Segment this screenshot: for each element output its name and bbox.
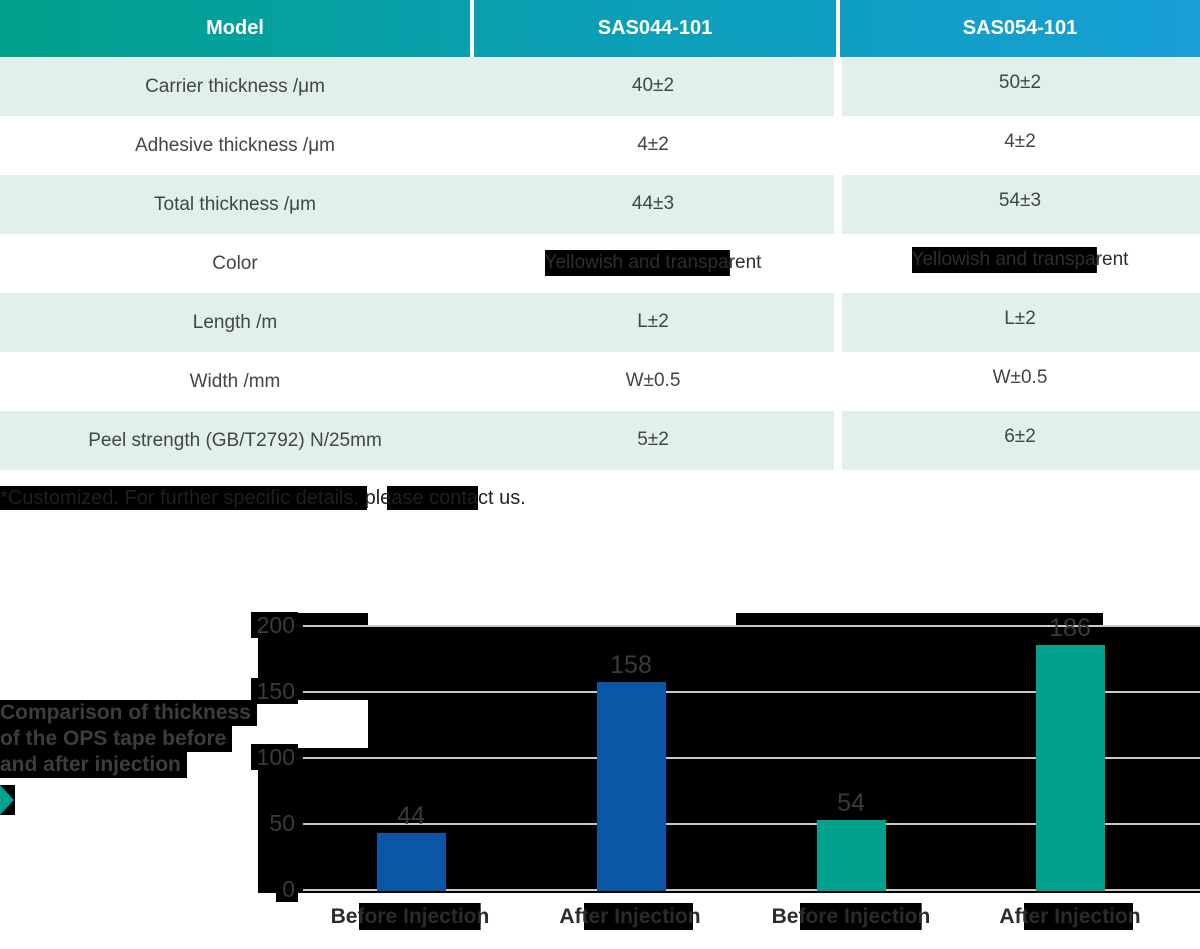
gridline-200 bbox=[303, 625, 1200, 627]
play-arrow-icon bbox=[0, 785, 15, 815]
column-gap bbox=[834, 175, 842, 234]
bar bbox=[596, 682, 666, 891]
y-axis-tick: 50 bbox=[263, 810, 298, 836]
bar bbox=[1035, 645, 1105, 891]
gridline-100 bbox=[303, 757, 1200, 759]
bar bbox=[376, 833, 446, 891]
y-axis-tick: 200 bbox=[250, 612, 298, 638]
table-row-color: Color Yellowish and transparent Yellowis… bbox=[0, 234, 1200, 293]
redacted-text: Yellowish and transparent bbox=[911, 246, 1129, 273]
row-label: Width /mm bbox=[189, 370, 281, 392]
table-row-peel-strength: Peel strength (GB/T2792) N/25mm 5±2 6±2 bbox=[0, 411, 1200, 470]
spec-table: Model SAS044-101 SAS054-101 Carrier thic… bbox=[0, 0, 1200, 470]
col-header-sas044: SAS044-101 bbox=[474, 0, 836, 57]
gridline-0 bbox=[303, 889, 1200, 891]
x-axis-label: After Injection bbox=[999, 903, 1141, 930]
table-row-length: Length /m L±2 L±2 bbox=[0, 293, 1200, 352]
column-separator bbox=[836, 0, 840, 57]
column-gap bbox=[834, 293, 842, 352]
row-label: Length /m bbox=[192, 311, 278, 333]
chart-title-line: and after injection bbox=[0, 752, 187, 778]
table-header-row: Model SAS044-101 SAS054-101 bbox=[0, 0, 1200, 57]
chart-title: Comparison of thickness of the OPS tape … bbox=[0, 700, 257, 778]
bar-after-injection-sas044: 158 bbox=[556, 652, 706, 891]
gridline-150 bbox=[303, 691, 1200, 693]
y-axis-tick: 150 bbox=[250, 678, 298, 704]
column-gap bbox=[834, 116, 842, 175]
chart-title-line: Comparison of thickness bbox=[0, 700, 257, 726]
x-axis-label: Before Injection bbox=[771, 903, 931, 930]
cell-sas054: 6±2 bbox=[1004, 425, 1036, 447]
bar-value-label: 54 bbox=[837, 789, 865, 817]
row-label: Carrier thickness /μm bbox=[145, 75, 325, 97]
y-axis-tick: 100 bbox=[250, 744, 298, 770]
cell-sas054: W±0.5 bbox=[992, 366, 1048, 388]
background-cutout bbox=[368, 613, 736, 625]
cell-sas054: L±2 bbox=[1004, 307, 1036, 329]
bar-before-injection-sas054: 54 bbox=[776, 790, 926, 891]
bar bbox=[816, 820, 886, 891]
table-row-adhesive-thickness: Adhesive thickness /μm 4±2 4±2 bbox=[0, 116, 1200, 175]
col-header-model-label: Model bbox=[206, 17, 264, 39]
thickness-comparison-chart: 200 150 100 50 0 44 158 54 186 Before In… bbox=[0, 600, 1200, 949]
cell-sas044: 40±2 bbox=[631, 74, 675, 96]
chart-title-line: of the OPS tape before bbox=[0, 726, 233, 752]
cell-sas054: 54±3 bbox=[998, 189, 1042, 211]
cell-sas044: 4±2 bbox=[637, 133, 669, 155]
cell-sas054: 4±2 bbox=[1004, 130, 1036, 152]
bar-value-label: 186 bbox=[1049, 614, 1091, 642]
table-row-total-thickness: Total thickness /μm 44±3 54±3 bbox=[0, 175, 1200, 234]
column-gap bbox=[834, 411, 842, 470]
bar-value-label: 44 bbox=[397, 802, 425, 830]
cell-sas044: L±2 bbox=[637, 310, 669, 332]
bar-after-injection-sas054: 186 bbox=[995, 615, 1145, 891]
row-label: Color bbox=[212, 252, 258, 274]
x-axis-label: After Injection bbox=[559, 903, 701, 930]
col-header-model: Model bbox=[0, 0, 470, 57]
bar-value-label: 158 bbox=[610, 651, 652, 679]
row-label: Peel strength (GB/T2792) N/25mm bbox=[88, 429, 382, 451]
row-label: Total thickness /μm bbox=[154, 193, 316, 215]
redacted-text: Yellowish and transparent bbox=[544, 249, 762, 276]
cell-sas054: Yellowish and transparent bbox=[840, 234, 1200, 293]
row-label: Adhesive thickness /μm bbox=[135, 134, 335, 156]
column-separator bbox=[470, 0, 474, 57]
column-gap bbox=[834, 57, 842, 116]
column-gap bbox=[834, 234, 842, 293]
background-cutout bbox=[258, 700, 368, 748]
gridline-50 bbox=[303, 823, 1200, 825]
col-header-sas044-label: SAS044-101 bbox=[597, 17, 713, 39]
cell-sas044: Yellowish and transparent bbox=[470, 234, 836, 293]
x-axis-label: Before Injection bbox=[330, 903, 490, 930]
cell-sas044: W±0.5 bbox=[625, 369, 681, 391]
col-header-sas054-label: SAS054-101 bbox=[962, 17, 1078, 39]
table-row-width: Width /mm W±0.5 W±0.5 bbox=[0, 352, 1200, 411]
footnote: *Customized. For further specific detail… bbox=[0, 487, 526, 509]
cell-sas054: 50±2 bbox=[998, 71, 1042, 93]
cell-sas044: 5±2 bbox=[637, 428, 669, 450]
col-header-sas054: SAS054-101 bbox=[840, 0, 1200, 57]
cell-sas044: 44±3 bbox=[631, 192, 675, 214]
table-row-carrier-thickness: Carrier thickness /μm 40±2 50±2 bbox=[0, 57, 1200, 116]
bar-before-injection-sas044: 44 bbox=[336, 803, 486, 891]
background-cutout bbox=[1103, 613, 1200, 625]
column-gap bbox=[834, 352, 842, 411]
y-axis-tick: 0 bbox=[276, 876, 298, 902]
